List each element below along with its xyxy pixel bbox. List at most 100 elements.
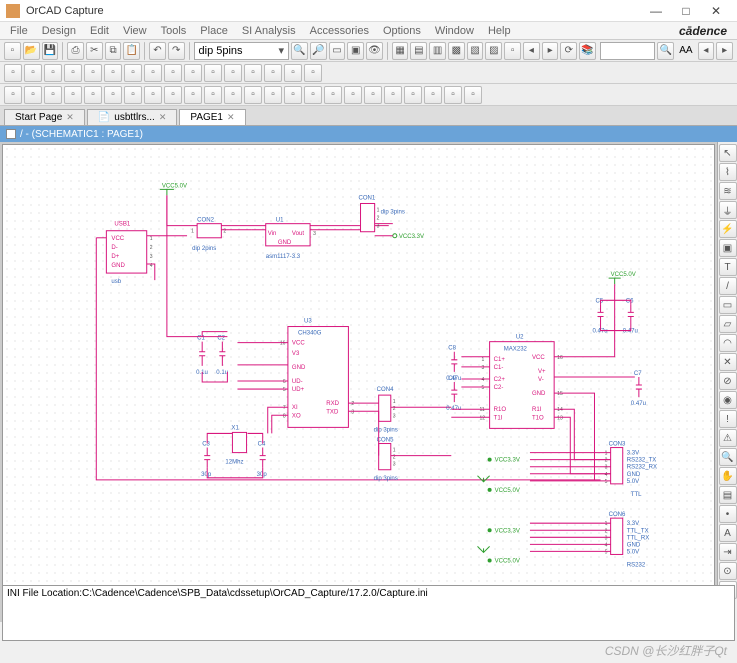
tool3-7-icon[interactable]: ▫ xyxy=(144,86,162,104)
paste-icon[interactable]: 📋 xyxy=(123,42,140,60)
net-icon[interactable]: ▥ xyxy=(429,42,446,60)
next-icon[interactable]: ▸ xyxy=(716,42,733,60)
tool3-23-icon[interactable]: ▫ xyxy=(464,86,482,104)
tool2-0-icon[interactable]: ▫ xyxy=(4,64,22,82)
u1-icon[interactable]: ▦ xyxy=(392,42,409,60)
zoom-full-icon[interactable]: ▣ xyxy=(347,42,364,60)
session-log[interactable]: INI File Location:C:\Cadence\Cadence\SPB… xyxy=(2,585,735,641)
tool2-8-icon[interactable]: ▫ xyxy=(164,64,182,82)
tool3-15-icon[interactable]: ▫ xyxy=(304,86,322,104)
side-tool-0-icon[interactable]: ↖ xyxy=(719,144,737,162)
tool3-16-icon[interactable]: ▫ xyxy=(324,86,342,104)
tool3-10-icon[interactable]: ▫ xyxy=(204,86,222,104)
part-search-input[interactable] xyxy=(195,43,275,59)
tool2-13-icon[interactable]: ▫ xyxy=(264,64,282,82)
tool3-5-icon[interactable]: ▫ xyxy=(104,86,122,104)
tool3-18-icon[interactable]: ▫ xyxy=(364,86,382,104)
doc-icon[interactable] xyxy=(6,129,16,139)
menu-design[interactable]: Design xyxy=(36,24,82,38)
open-icon[interactable]: 📂 xyxy=(23,42,40,60)
tool3-11-icon[interactable]: ▫ xyxy=(224,86,242,104)
tool2-10-icon[interactable]: ▫ xyxy=(204,64,222,82)
sync-icon[interactable]: ⟳ xyxy=(560,42,577,60)
bom-icon[interactable]: ▩ xyxy=(448,42,465,60)
tool3-20-icon[interactable]: ▫ xyxy=(404,86,422,104)
side-tool-20-icon[interactable]: A xyxy=(719,524,737,542)
tool2-1-icon[interactable]: ▫ xyxy=(24,64,42,82)
tool2-15-icon[interactable]: ▫ xyxy=(304,64,322,82)
side-tool-21-icon[interactable]: ⇥ xyxy=(719,543,737,561)
tool2-12-icon[interactable]: ▫ xyxy=(244,64,262,82)
copy-icon[interactable]: ⧉ xyxy=(105,42,122,60)
menu-accessories[interactable]: Accessories xyxy=(304,24,375,38)
tool3-14-icon[interactable]: ▫ xyxy=(284,86,302,104)
tool3-1-icon[interactable]: ▫ xyxy=(24,86,42,104)
side-tool-11-icon[interactable]: ✕ xyxy=(719,353,737,371)
new-icon[interactable]: ▫ xyxy=(4,42,21,60)
save-icon[interactable]: 💾 xyxy=(42,42,59,60)
tool2-6-icon[interactable]: ▫ xyxy=(124,64,142,82)
side-tool-6-icon[interactable]: T xyxy=(719,258,737,276)
side-tool-7-icon[interactable]: / xyxy=(719,277,737,295)
side-tool-2-icon[interactable]: ≋ xyxy=(719,182,737,200)
side-tool-12-icon[interactable]: ⊘ xyxy=(719,372,737,390)
maximize-button[interactable]: □ xyxy=(671,4,701,18)
tool3-9-icon[interactable]: ▫ xyxy=(184,86,202,104)
side-tool-8-icon[interactable]: ▭ xyxy=(719,296,737,314)
eye-icon[interactable]: 👁 xyxy=(366,42,383,60)
side-tool-16-icon[interactable]: 🔍 xyxy=(719,448,737,466)
part-search[interactable]: ▾ xyxy=(194,42,290,60)
ann-icon[interactable]: ▫ xyxy=(504,42,521,60)
zoomout-icon[interactable]: 🔎 xyxy=(310,42,327,60)
menu-help[interactable]: Help xyxy=(482,24,517,38)
xref-icon[interactable]: ▨ xyxy=(485,42,502,60)
side-tool-14-icon[interactable]: ! xyxy=(719,410,737,428)
tool3-12-icon[interactable]: ▫ xyxy=(244,86,262,104)
tab-project[interactable]: 📄usbttlrs...✕ xyxy=(87,109,178,125)
side-tool-5-icon[interactable]: ▣ xyxy=(719,239,737,257)
tool2-3-icon[interactable]: ▫ xyxy=(64,64,82,82)
schematic-canvas[interactable]: VCC5.0V USB1 VCC1 D-2 D+3 GND4 usb CON2 … xyxy=(3,145,714,619)
side-tool-1-icon[interactable]: ⌇ xyxy=(719,163,737,181)
menu-view[interactable]: View xyxy=(117,24,153,38)
tool3-17-icon[interactable]: ▫ xyxy=(344,86,362,104)
prev-icon[interactable]: ◂ xyxy=(698,42,715,60)
side-tool-19-icon[interactable]: • xyxy=(719,505,737,523)
menu-edit[interactable]: Edit xyxy=(84,24,115,38)
minimize-button[interactable]: — xyxy=(641,4,671,18)
undo-icon[interactable]: ↶ xyxy=(149,42,166,60)
menu-tools[interactable]: Tools xyxy=(155,24,193,38)
side-tool-3-icon[interactable]: ⏚ xyxy=(719,201,737,219)
tool3-2-icon[interactable]: ▫ xyxy=(44,86,62,104)
cut-icon[interactable]: ✂ xyxy=(86,42,103,60)
tool3-8-icon[interactable]: ▫ xyxy=(164,86,182,104)
u2-icon[interactable]: ▤ xyxy=(410,42,427,60)
redo-icon[interactable]: ↷ xyxy=(168,42,185,60)
tool2-7-icon[interactable]: ▫ xyxy=(144,64,162,82)
side-tool-17-icon[interactable]: ✋ xyxy=(719,467,737,485)
zoomin-icon[interactable]: 🔍 xyxy=(291,42,308,60)
find-icon[interactable]: 🔍 xyxy=(657,42,674,60)
tool3-21-icon[interactable]: ▫ xyxy=(424,86,442,104)
tool3-0-icon[interactable]: ▫ xyxy=(4,86,22,104)
side-tool-9-icon[interactable]: ▱ xyxy=(719,315,737,333)
tool3-13-icon[interactable]: ▫ xyxy=(264,86,282,104)
menu-file[interactable]: File xyxy=(4,24,34,38)
drc-icon[interactable]: ▧ xyxy=(467,42,484,60)
fwd-icon[interactable]: ▸ xyxy=(542,42,559,60)
side-tool-4-icon[interactable]: ⚡ xyxy=(719,220,737,238)
tool2-4-icon[interactable]: ▫ xyxy=(84,64,102,82)
side-tool-18-icon[interactable]: ▤ xyxy=(719,486,737,504)
aa-label[interactable]: AA xyxy=(676,45,695,56)
tool3-22-icon[interactable]: ▫ xyxy=(444,86,462,104)
lib-icon[interactable]: 📚 xyxy=(579,42,596,60)
tool2-9-icon[interactable]: ▫ xyxy=(184,64,202,82)
tool2-2-icon[interactable]: ▫ xyxy=(44,64,62,82)
menu-place[interactable]: Place xyxy=(194,24,234,38)
menu-si[interactable]: SI Analysis xyxy=(236,24,302,38)
side-tool-13-icon[interactable]: ◉ xyxy=(719,391,737,409)
close-icon[interactable]: ✕ xyxy=(66,112,74,123)
tool3-6-icon[interactable]: ▫ xyxy=(124,86,142,104)
tab-page1[interactable]: PAGE1✕ xyxy=(179,109,245,125)
tool2-5-icon[interactable]: ▫ xyxy=(104,64,122,82)
